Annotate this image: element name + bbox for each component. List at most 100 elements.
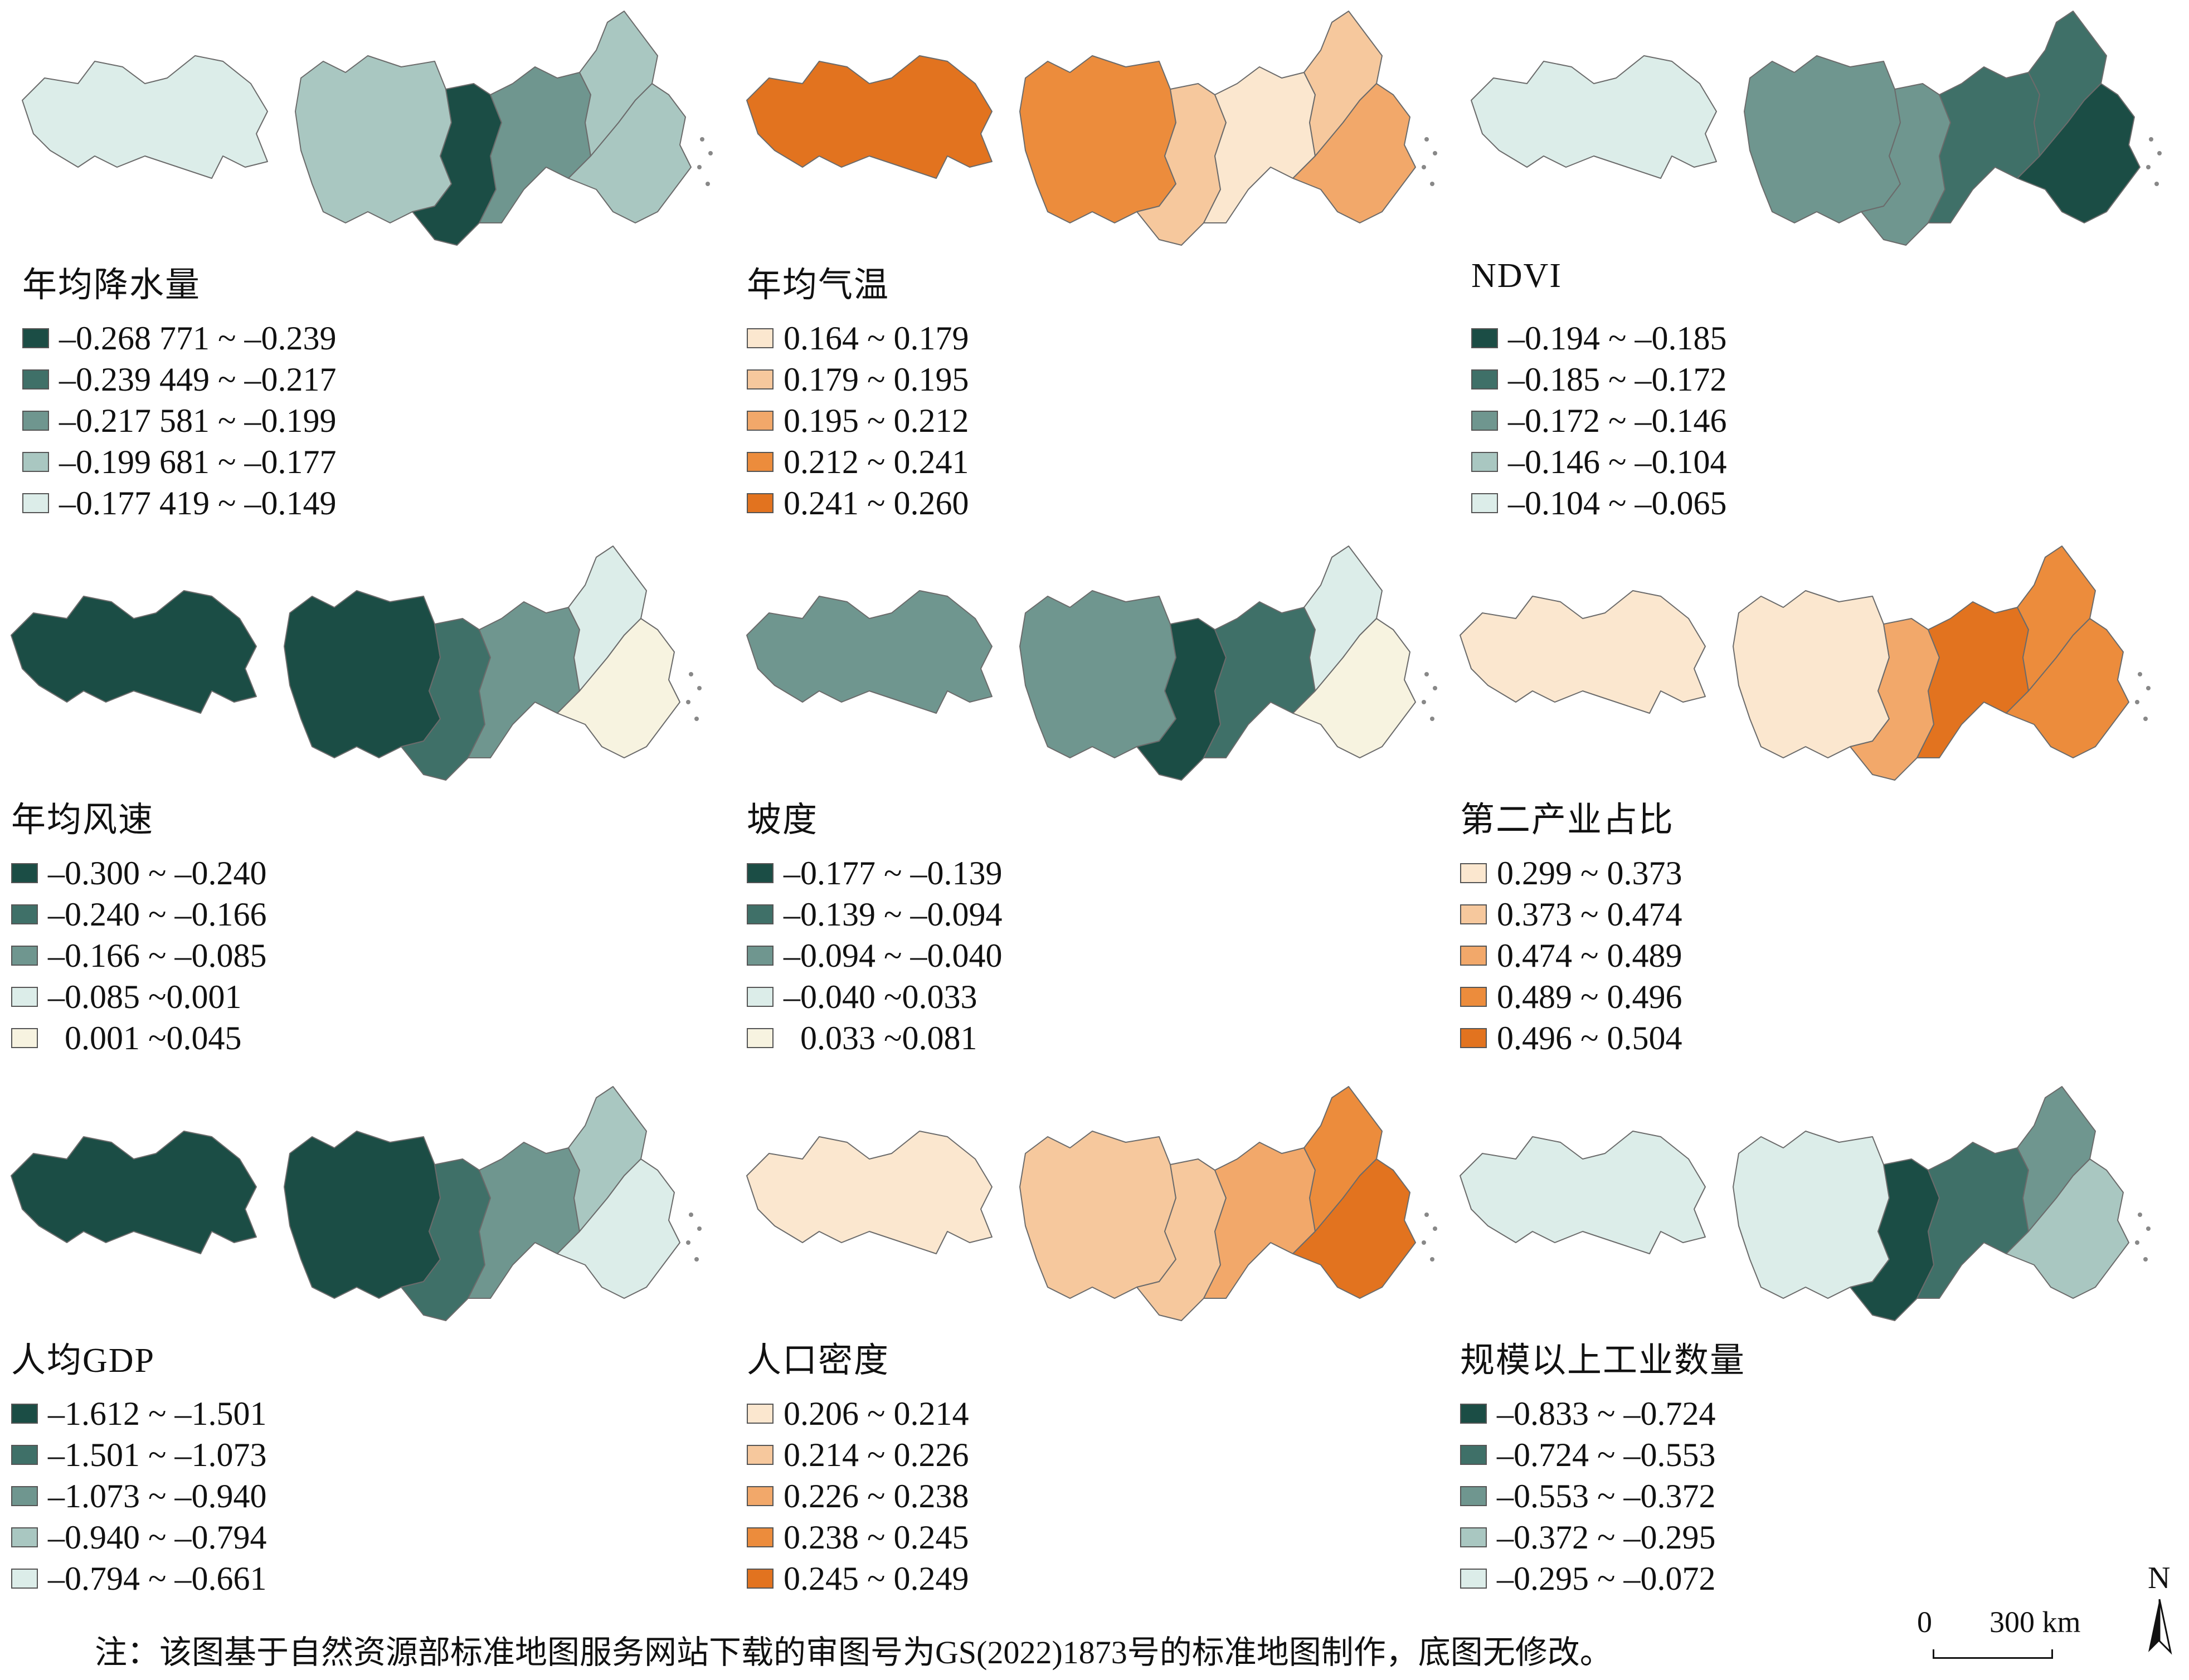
legend-swatch — [747, 1569, 774, 1589]
map-region — [557, 618, 680, 758]
map-legend: –0.177 ~ –0.139 –0.139 ~ –0.094 –0.094 ~… — [747, 853, 1002, 1059]
map-panel-industrial-firms: 规模以上工业数量 –0.833 ~ –0.724 –0.724 ~ –0.553… — [1449, 1075, 2173, 1610]
legend-item: –0.085 ~0.001 — [11, 976, 266, 1017]
legend-item: –0.199 681 ~ –0.177 — [22, 441, 336, 483]
legend-item: –0.833 ~ –0.724 — [1460, 1393, 1715, 1434]
island-dot — [686, 700, 690, 704]
legend-label: 0.474 ~ 0.489 — [1497, 937, 1682, 974]
map-region — [1916, 1142, 2029, 1299]
map-region — [1203, 66, 1316, 223]
choropleth-map — [1460, 1086, 2151, 1321]
legend-label: –0.199 681 ~ –0.177 — [59, 443, 337, 480]
map-region — [284, 590, 441, 758]
choropleth-map — [1460, 546, 2151, 781]
legend-swatch — [747, 1445, 774, 1465]
legend-swatch — [747, 1486, 774, 1506]
map-panel-secondary-industry: 第二产业占比 0.299 ~ 0.373 0.373 ~ 0.474 0.474… — [1449, 535, 2173, 1070]
map-source-note: 注：该图基于自然资源部标准地图服务网站下载的审图号为GS(2022)1873号的… — [95, 1634, 1612, 1671]
legend-item: 0.214 ~ 0.226 — [747, 1434, 969, 1476]
map-region — [468, 1142, 580, 1299]
island-dot — [1433, 151, 1437, 155]
choropleth-map — [11, 1086, 702, 1321]
map-region — [2017, 83, 2141, 223]
north-arrow-icon — [2148, 1599, 2172, 1655]
legend-swatch — [747, 987, 774, 1007]
panel-title: 第二产业占比 — [1460, 801, 1675, 839]
map-region — [1203, 1142, 1316, 1299]
legend-label: –0.177 419 ~ –0.149 — [59, 484, 337, 522]
choropleth-map — [746, 11, 1437, 246]
panel-title: 人口密度 — [747, 1342, 890, 1380]
island-dot — [694, 717, 699, 721]
island-dot — [689, 1212, 693, 1217]
legend-item: –0.194 ~ –0.185 — [1471, 318, 1726, 359]
island-dot — [2146, 165, 2151, 169]
island-dot — [2149, 137, 2153, 142]
legend-label: –0.104 ~ –0.065 — [1508, 484, 1727, 522]
legend-swatch — [747, 452, 774, 472]
legend-item: 0.195 ~ 0.212 — [747, 400, 969, 441]
island-dot — [2154, 182, 2159, 186]
legend-swatch — [22, 369, 49, 389]
legend-item: –0.553 ~ –0.372 — [1460, 1476, 1715, 1517]
island-dot — [1433, 686, 1437, 690]
panel-title: 规模以上工业数量 — [1460, 1342, 1746, 1380]
island-dot — [697, 165, 702, 169]
island-dot — [1422, 700, 1426, 704]
legend-swatch — [1471, 452, 1498, 472]
legend-label: –0.724 ~ –0.553 — [1497, 1436, 1716, 1473]
island-dot — [706, 182, 710, 186]
legend-item: 0.245 ~ 0.249 — [747, 1558, 969, 1599]
legend-item: –0.240 ~ –0.166 — [11, 894, 266, 935]
legend-swatch — [747, 493, 774, 513]
legend-swatch — [747, 411, 774, 431]
island-dot — [697, 1226, 702, 1231]
legend-item: 0.033 ~0.081 — [747, 1017, 1002, 1059]
legend-label: –0.268 771 ~ –0.239 — [59, 319, 337, 357]
island-dot — [2146, 1226, 2151, 1231]
legend-swatch — [1471, 328, 1498, 348]
map-region — [1928, 66, 2040, 223]
map-region — [568, 83, 692, 223]
map-region — [1292, 618, 1416, 758]
legend-item: 0.489 ~ 0.496 — [1460, 976, 1682, 1017]
island-dot — [2146, 686, 2151, 690]
map-region — [11, 1131, 257, 1254]
legend-label: 0.489 ~ 0.496 — [1497, 978, 1682, 1015]
map-region — [1916, 601, 2029, 758]
map-region — [1460, 590, 1706, 714]
legend-label: –0.940 ~ –0.794 — [48, 1518, 267, 1556]
island-dot — [1433, 1226, 1437, 1231]
legend-swatch — [1460, 904, 1487, 924]
island-dot — [700, 137, 704, 142]
map-region — [1733, 1131, 1890, 1299]
map-region — [557, 1158, 680, 1299]
scale-distance-label: 300 km — [1989, 1605, 2081, 1639]
island-dot — [2157, 151, 2162, 155]
legend-swatch — [747, 863, 774, 883]
legend-label: –0.553 ~ –0.372 — [1497, 1477, 1716, 1515]
legend-item: 0.001 ~0.045 — [11, 1017, 266, 1059]
legend-swatch — [747, 904, 774, 924]
map-region — [1203, 601, 1316, 758]
legend-swatch — [1460, 1404, 1487, 1424]
choropleth-map — [22, 11, 713, 246]
legend-item: –0.172 ~ –0.146 — [1471, 400, 1726, 441]
map-region — [295, 55, 452, 223]
legend-label: 0.241 ~ 0.260 — [784, 484, 969, 522]
legend-swatch — [1460, 1569, 1487, 1589]
island-dot — [2143, 1257, 2148, 1262]
legend-item: 0.496 ~ 0.504 — [1460, 1017, 1682, 1059]
map-region — [479, 66, 591, 223]
legend-item: 0.179 ~ 0.195 — [747, 359, 969, 400]
legend-swatch — [1460, 1486, 1487, 1506]
legend-label: –1.612 ~ –1.501 — [48, 1395, 267, 1432]
legend-label: –0.094 ~ –0.040 — [784, 937, 1003, 974]
legend-item: 0.474 ~ 0.489 — [1460, 935, 1682, 976]
legend-item: –0.177 ~ –0.139 — [747, 853, 1002, 894]
legend-label: –0.194 ~ –0.185 — [1508, 319, 1727, 357]
legend-label: 0.179 ~ 0.195 — [784, 361, 969, 398]
map-panel-temperature: 年均气温 0.164 ~ 0.179 0.179 ~ 0.195 0.195 ~… — [736, 0, 1460, 535]
legend-label: –0.185 ~ –0.172 — [1508, 361, 1727, 398]
legend-label: –0.833 ~ –0.724 — [1497, 1395, 1716, 1432]
